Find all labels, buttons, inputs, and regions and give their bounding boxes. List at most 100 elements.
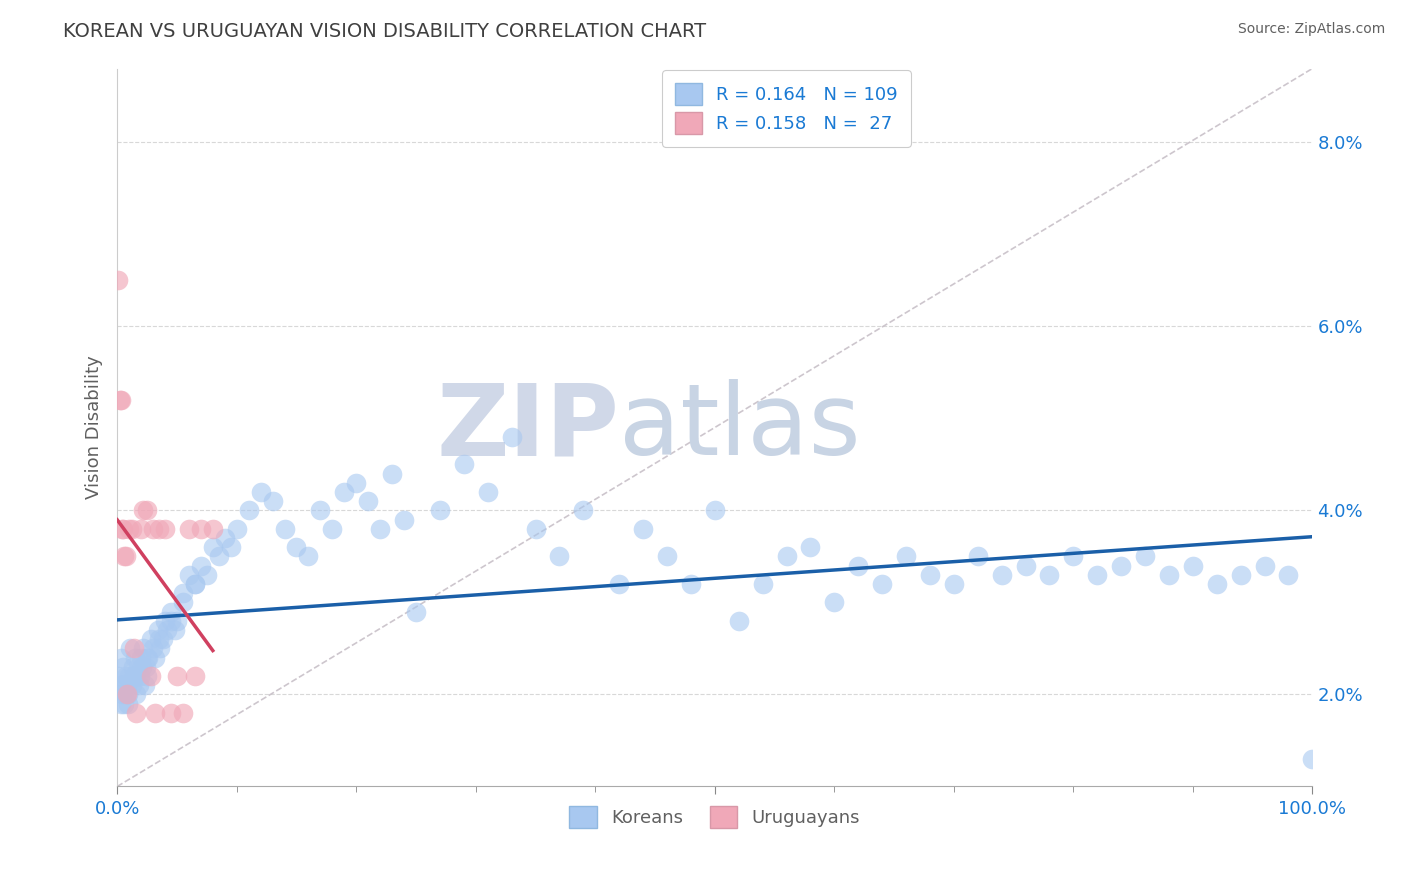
Point xyxy=(631,522,654,536)
Point xyxy=(117,697,139,711)
Point xyxy=(184,577,207,591)
Point xyxy=(124,669,146,683)
Point xyxy=(655,549,678,564)
Point xyxy=(184,669,207,683)
Point xyxy=(1038,567,1060,582)
Point xyxy=(125,688,148,702)
Point xyxy=(139,632,162,647)
Point xyxy=(118,669,141,683)
Point xyxy=(121,660,143,674)
Point xyxy=(1157,567,1180,582)
Point xyxy=(548,549,571,564)
Point xyxy=(135,660,157,674)
Point xyxy=(112,678,135,692)
Point xyxy=(115,688,138,702)
Point xyxy=(1109,558,1132,573)
Point xyxy=(153,614,176,628)
Point xyxy=(107,273,129,287)
Point xyxy=(703,503,725,517)
Text: atlas: atlas xyxy=(619,379,860,476)
Point xyxy=(501,430,523,444)
Point xyxy=(110,697,132,711)
Point xyxy=(405,605,427,619)
Point xyxy=(153,522,176,536)
Point xyxy=(219,540,242,554)
Point xyxy=(111,688,134,702)
Point xyxy=(942,577,965,591)
Point xyxy=(163,623,186,637)
Point xyxy=(1253,558,1275,573)
Point xyxy=(110,650,132,665)
Point xyxy=(160,706,183,720)
Point xyxy=(120,641,142,656)
Point xyxy=(285,540,308,554)
Point xyxy=(453,458,475,472)
Point xyxy=(177,567,200,582)
Point xyxy=(107,669,129,683)
Point xyxy=(112,660,135,674)
Point xyxy=(1062,549,1084,564)
Point xyxy=(990,567,1012,582)
Point xyxy=(148,632,170,647)
Point xyxy=(262,494,284,508)
Point xyxy=(477,484,499,499)
Point xyxy=(201,540,224,554)
Point xyxy=(112,549,135,564)
Point xyxy=(166,614,188,628)
Point xyxy=(114,669,136,683)
Point xyxy=(145,650,167,665)
Point xyxy=(114,688,136,702)
Point xyxy=(321,522,343,536)
Point xyxy=(368,522,391,536)
Point xyxy=(238,503,260,517)
Point xyxy=(110,392,132,407)
Point xyxy=(184,577,207,591)
Point xyxy=(112,697,135,711)
Point xyxy=(148,522,170,536)
Point xyxy=(572,503,595,517)
Text: Source: ZipAtlas.com: Source: ZipAtlas.com xyxy=(1237,22,1385,37)
Point xyxy=(918,567,941,582)
Point xyxy=(225,522,247,536)
Point xyxy=(309,503,332,517)
Point xyxy=(297,549,319,564)
Point xyxy=(121,678,143,692)
Point xyxy=(108,392,131,407)
Point xyxy=(142,522,165,536)
Point xyxy=(160,605,183,619)
Point xyxy=(142,641,165,656)
Point xyxy=(121,522,143,536)
Point xyxy=(1229,567,1251,582)
Point xyxy=(607,577,630,591)
Point xyxy=(125,706,148,720)
Point xyxy=(136,650,159,665)
Point xyxy=(381,467,404,481)
Point xyxy=(160,614,183,628)
Point xyxy=(136,650,159,665)
Point xyxy=(129,522,152,536)
Point xyxy=(128,678,150,692)
Point xyxy=(846,558,869,573)
Point xyxy=(177,522,200,536)
Point xyxy=(118,522,141,536)
Point xyxy=(172,595,194,609)
Point xyxy=(966,549,988,564)
Point xyxy=(1014,558,1036,573)
Point xyxy=(132,503,155,517)
Text: KOREAN VS URUGUAYAN VISION DISABILITY CORRELATION CHART: KOREAN VS URUGUAYAN VISION DISABILITY CO… xyxy=(63,22,706,41)
Point xyxy=(134,678,156,692)
Point xyxy=(117,688,139,702)
Point xyxy=(131,660,153,674)
Point xyxy=(114,549,136,564)
Point xyxy=(145,706,167,720)
Point xyxy=(190,558,212,573)
Point xyxy=(524,522,547,536)
Point xyxy=(429,503,451,517)
Point xyxy=(111,522,134,536)
Point xyxy=(166,669,188,683)
Point xyxy=(1205,577,1227,591)
Point xyxy=(357,494,380,508)
Point xyxy=(201,522,224,536)
Point xyxy=(146,623,169,637)
Point xyxy=(108,678,131,692)
